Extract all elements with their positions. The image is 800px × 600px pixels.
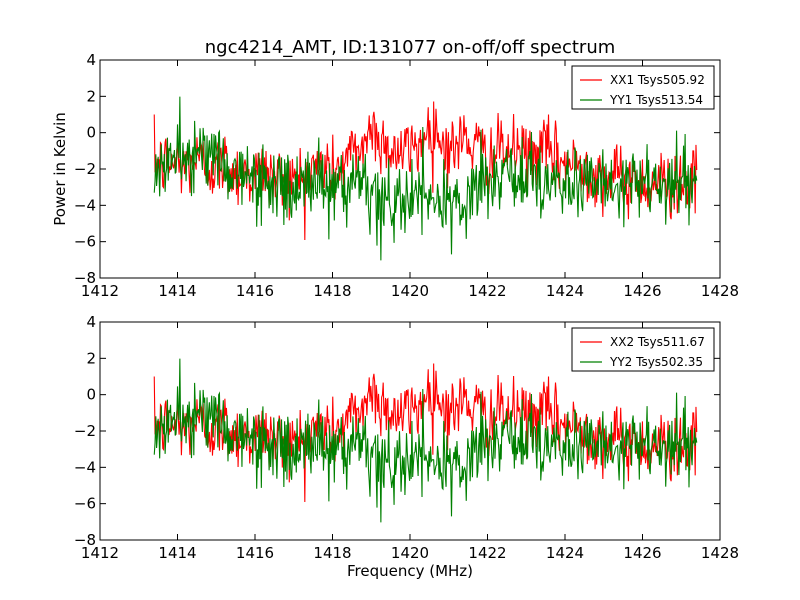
x-tick-label: 1424 (546, 544, 584, 562)
legend-box (571, 65, 715, 110)
x-tick-label: 1428 (701, 544, 739, 562)
legend-label: XX1 Tsys505.92 (610, 73, 705, 87)
series-line-yy (153, 96, 698, 261)
x-tick-label: 1418 (313, 544, 351, 562)
bottom-panel-lines (153, 358, 698, 523)
y-tick-label: 4 (86, 51, 96, 69)
y-tick-label: 0 (86, 124, 96, 142)
y-tick-label: −2 (74, 160, 96, 178)
y-tick-label: −8 (74, 269, 96, 287)
bottom-panel-ticks: 1412 1414 1416 1418 1420 1422 1424 1426 1428 −8 −6… (74, 313, 739, 562)
x-tick-label: 1420 (391, 544, 429, 562)
top-panel-ticks: 1412 1414 1416 1418 1420 1422 1424 1426 1428 −8 −6… (74, 51, 739, 300)
chart-title: ngc4214_AMT, ID:131077 on-off/off spectr… (205, 37, 616, 58)
y-tick-label: −4 (74, 196, 96, 214)
x-tick-label: 1424 (546, 282, 584, 300)
x-tick-label: 1412 (81, 544, 119, 562)
x-tick-label: 1414 (158, 544, 196, 562)
y-tick-label: −8 (74, 531, 96, 549)
series-line-yy (153, 358, 698, 523)
y-tick-label: 4 (86, 313, 96, 331)
y-tick-label: −6 (74, 495, 96, 513)
x-tick-label: 1420 (391, 282, 429, 300)
top-panel-legend: XX1 Tsys505.92 YY1 Tsys513.54 (571, 65, 715, 110)
x-tick-label: 1418 (313, 282, 351, 300)
x-tick-label: 1414 (158, 282, 196, 300)
top-panel-lines (153, 96, 698, 261)
y-tick-label: −4 (74, 458, 96, 476)
x-tick-label: 1426 (623, 544, 661, 562)
y-tick-label: 2 (86, 87, 96, 105)
y-tick-label: −6 (74, 233, 96, 251)
x-tick-label: 1426 (623, 282, 661, 300)
legend-label: YY2 Tsys502.35 (609, 355, 703, 369)
bottom-panel-legend: XX2 Tsys511.67 YY2 Tsys502.35 (571, 327, 715, 372)
x-tick-label: 1422 (468, 544, 506, 562)
x-tick-label: 1412 (81, 282, 119, 300)
legend-label: YY1 Tsys513.54 (609, 93, 703, 107)
top-panel: 1412 1414 1416 1418 1420 1422 1424 1426 1428 −8 −6… (51, 51, 739, 300)
legend-box (571, 327, 715, 372)
bottom-panel-xlabel: Frequency (MHz) (347, 562, 473, 580)
y-tick-label: 2 (86, 349, 96, 367)
bottom-panel: 1412 1414 1416 1418 1420 1422 1424 1426 1428 −8 −6… (74, 313, 739, 580)
y-tick-label: −2 (74, 422, 96, 440)
x-tick-label: 1416 (236, 282, 274, 300)
y-tick-label: 0 (86, 386, 96, 404)
x-tick-label: 1416 (236, 544, 274, 562)
top-panel-ylabel: Power in Kelvin (51, 112, 69, 226)
x-tick-label: 1422 (468, 282, 506, 300)
legend-label: XX2 Tsys511.67 (610, 335, 705, 349)
x-tick-label: 1428 (701, 282, 739, 300)
